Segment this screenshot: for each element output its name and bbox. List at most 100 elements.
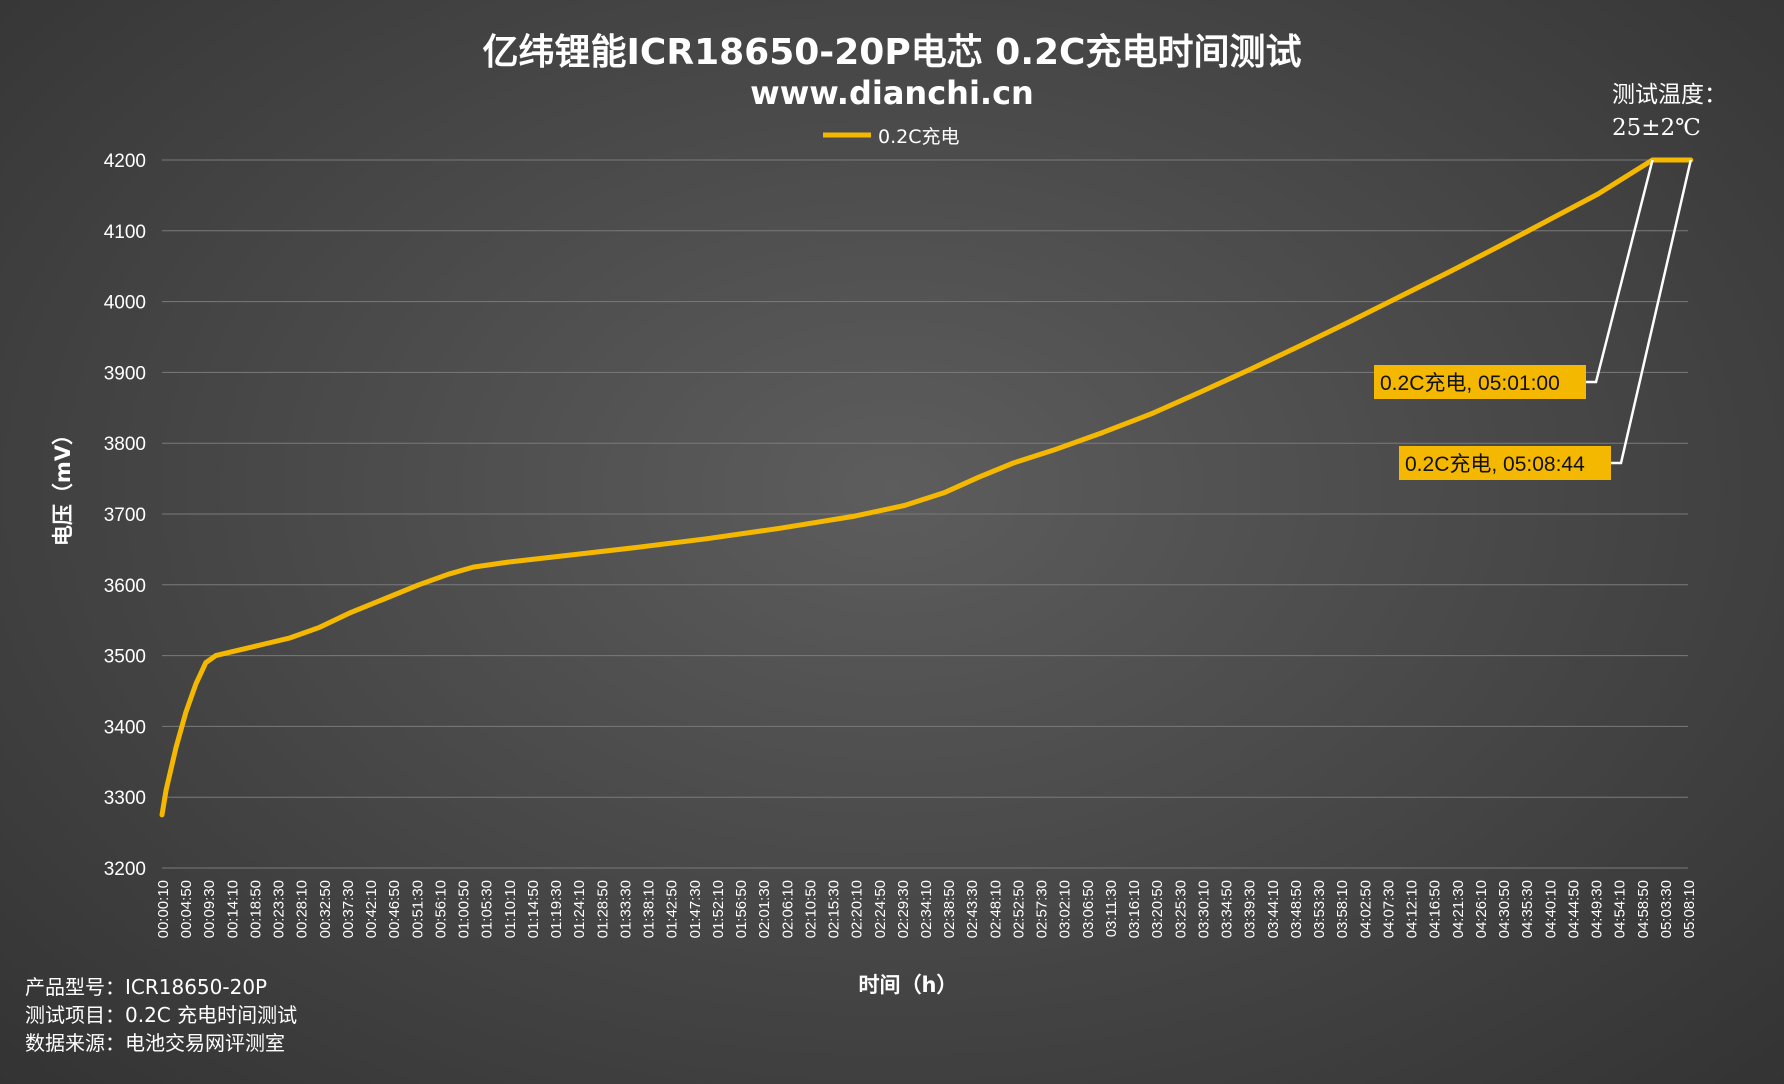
x-tick-label: 02:06:10 bbox=[779, 880, 796, 938]
temperature-note-label: 测试温度： bbox=[1612, 82, 1727, 108]
x-tick-label: 03:16:10 bbox=[1126, 880, 1143, 938]
x-tick-label: 00:51:30 bbox=[409, 880, 426, 938]
x-tick-label: 01:47:30 bbox=[687, 880, 704, 938]
x-tick-label: 03:20:50 bbox=[1149, 880, 1166, 938]
y-tick-label: 3200 bbox=[104, 859, 146, 880]
x-tick-label: 01:42:50 bbox=[664, 880, 681, 938]
footer-source: 数据来源：电池交易网评测室 bbox=[25, 1031, 285, 1055]
x-tick-label: 02:01:30 bbox=[756, 880, 773, 938]
x-tick-label: 01:28:50 bbox=[594, 880, 611, 938]
x-tick-label: 04:26:10 bbox=[1473, 880, 1490, 938]
x-tick-label: 00:42:10 bbox=[363, 880, 380, 938]
x-tick-label: 04:35:30 bbox=[1519, 880, 1536, 938]
x-tick-label: 01:00:50 bbox=[456, 880, 473, 938]
x-tick-label: 01:14:50 bbox=[525, 880, 542, 938]
callout-label: 0.2C充电, 05:08:44 bbox=[1405, 453, 1585, 476]
callout-box bbox=[1399, 446, 1611, 480]
footer-test-item: 测试项目：0.2C 充电时间测试 bbox=[25, 1003, 297, 1027]
callout-leader bbox=[1586, 159, 1654, 384]
y-tick-label: 4100 bbox=[104, 222, 146, 243]
chart-title: 亿纬锂能ICR18650-20P电芯 0.2C充电时间测试 bbox=[483, 32, 1302, 73]
x-tick-label: 00:14:10 bbox=[224, 880, 241, 938]
x-tick-label: 02:24:50 bbox=[872, 880, 889, 938]
x-tick-label: 01:05:30 bbox=[479, 880, 496, 938]
chart-subtitle: www.dianchi.cn bbox=[750, 74, 1034, 112]
x-tick-label: 01:10:10 bbox=[502, 880, 519, 938]
x-tick-label: 00:04:50 bbox=[178, 880, 195, 938]
x-tick-label: 04:21:30 bbox=[1450, 880, 1467, 938]
x-tick-label: 03:48:50 bbox=[1288, 880, 1305, 938]
x-tick-label: 04:12:10 bbox=[1404, 880, 1421, 938]
x-tick-label: 00:46:50 bbox=[386, 880, 403, 938]
y-tick-label: 3800 bbox=[104, 434, 146, 455]
x-tick-label: 01:38:10 bbox=[641, 880, 658, 938]
x-tick-label: 02:15:30 bbox=[826, 880, 843, 938]
callout-label: 0.2C充电, 05:01:00 bbox=[1380, 372, 1560, 395]
x-tick-label: 00:56:10 bbox=[432, 880, 449, 938]
x-tick-label: 05:08:10 bbox=[1681, 880, 1698, 938]
x-tick-label: 02:20:10 bbox=[849, 880, 866, 938]
x-tick-label: 03:34:50 bbox=[1219, 880, 1236, 938]
x-tick-label: 04:58:50 bbox=[1635, 880, 1652, 938]
legend-label: 0.2C充电 bbox=[878, 126, 959, 148]
x-tick-label: 02:29:30 bbox=[895, 880, 912, 938]
y-axis-ticks: 3200 3300 3400 3500 3600 3700 3800 3900 4000 4100… bbox=[104, 151, 146, 880]
x-tick-label: 03:25:30 bbox=[1172, 880, 1189, 938]
x-tick-label: 04:40:10 bbox=[1542, 880, 1559, 938]
x-tick-label: 02:38:50 bbox=[941, 880, 958, 938]
temperature-note-value: 25±2℃ bbox=[1612, 115, 1701, 141]
x-tick-label: 05:03:30 bbox=[1658, 880, 1675, 938]
annotations: 0.2C充电, 05:01:00 0.2C充电, 05:08:44 bbox=[1374, 159, 1693, 480]
y-tick-label: 3400 bbox=[104, 717, 146, 738]
x-tick-label: 04:49:30 bbox=[1589, 880, 1606, 938]
callout-leader bbox=[1611, 159, 1693, 465]
x-tick-label: 03:06:50 bbox=[1080, 880, 1097, 938]
x-tick-label: 03:39:30 bbox=[1242, 880, 1259, 938]
y-tick-label: 4000 bbox=[104, 293, 146, 314]
x-tick-label: 03:11:30 bbox=[1103, 880, 1120, 937]
y-tick-label: 3600 bbox=[104, 576, 146, 597]
x-tick-label: 04:16:50 bbox=[1427, 880, 1444, 938]
x-tick-label: 03:02:10 bbox=[1057, 880, 1074, 938]
y-axis-label: 电压（mV） bbox=[51, 424, 75, 546]
x-tick-label: 04:44:50 bbox=[1565, 880, 1582, 938]
x-tick-label: 02:48:10 bbox=[987, 880, 1004, 938]
series-layer bbox=[159, 157, 1694, 818]
y-tick-label: 3500 bbox=[104, 647, 146, 668]
x-tick-label: 00:37:30 bbox=[340, 880, 357, 938]
x-tick-label: 00:09:30 bbox=[201, 880, 218, 938]
x-tick-label: 00:00:10 bbox=[155, 880, 172, 938]
x-tick-label: 02:10:50 bbox=[802, 880, 819, 938]
callout-box bbox=[1374, 365, 1586, 399]
y-tick-label: 3700 bbox=[104, 505, 146, 526]
x-tick-label: 04:54:10 bbox=[1612, 880, 1629, 938]
x-axis-label: 时间（h） bbox=[859, 973, 958, 997]
series-line bbox=[159, 157, 1694, 818]
x-tick-label: 03:30:10 bbox=[1195, 880, 1212, 938]
x-tick-label: 04:07:30 bbox=[1380, 880, 1397, 938]
y-tick-label: 3300 bbox=[104, 788, 146, 809]
x-tick-label: 02:43:30 bbox=[964, 880, 981, 938]
x-tick-label: 00:23:30 bbox=[271, 880, 288, 938]
x-tick-label: 03:58:10 bbox=[1334, 880, 1351, 938]
y-tick-label: 4200 bbox=[104, 151, 146, 172]
x-tick-label: 02:57:30 bbox=[1034, 880, 1051, 938]
x-tick-label: 00:32:50 bbox=[317, 880, 334, 938]
x-tick-label: 02:52:50 bbox=[1010, 880, 1027, 938]
x-tick-label: 01:24:10 bbox=[571, 880, 588, 938]
x-tick-label: 04:02:50 bbox=[1357, 880, 1374, 938]
x-tick-label: 01:33:30 bbox=[617, 880, 634, 938]
y-tick-label: 3900 bbox=[104, 363, 146, 384]
x-tick-label: 03:53:30 bbox=[1311, 880, 1328, 938]
footer-model: 产品型号：ICR18650-20P bbox=[25, 975, 267, 999]
x-tick-label: 01:19:30 bbox=[548, 880, 565, 938]
x-tick-label: 00:28:10 bbox=[294, 880, 311, 938]
x-tick-label: 02:34:10 bbox=[918, 880, 935, 938]
x-tick-label: 03:44:10 bbox=[1265, 880, 1282, 938]
x-tick-label: 01:52:10 bbox=[710, 880, 727, 938]
x-tick-label: 04:30:50 bbox=[1496, 880, 1513, 938]
legend: 0.2C充电 bbox=[823, 126, 959, 148]
x-tick-label: 01:56:50 bbox=[733, 880, 750, 938]
x-tick-label: 00:18:50 bbox=[247, 880, 264, 938]
